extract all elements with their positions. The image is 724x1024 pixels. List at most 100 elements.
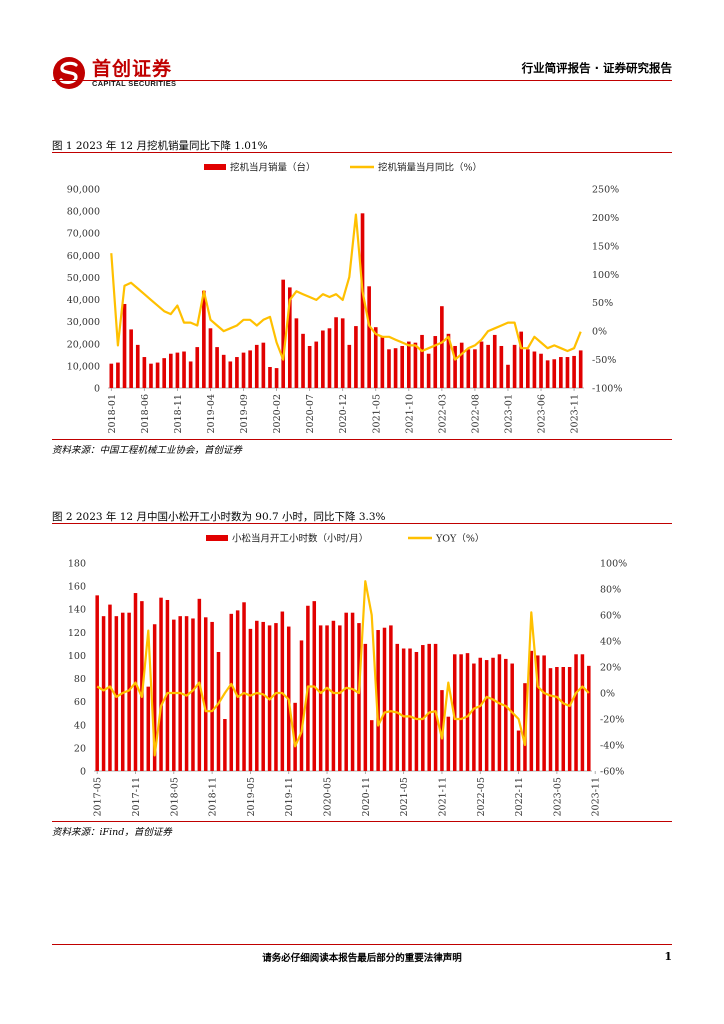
x-tick-label: 2018-11 [173, 394, 184, 433]
bar [408, 648, 412, 771]
figure1-bottom-rule [52, 439, 672, 440]
legend-bar-label: 小松当月开工小时数（小时/月） [232, 533, 368, 545]
x-tick-label: 2017-05 [93, 777, 104, 816]
y-left-tick-label: 0 [80, 767, 86, 778]
x-tick-label: 2020-02 [272, 394, 283, 433]
bar [376, 630, 380, 771]
x-tick-label: 2021-10 [404, 394, 415, 433]
y-left-tick-label: 40 [74, 720, 86, 731]
x-tick-label: 2019-11 [284, 777, 295, 816]
bar [519, 331, 524, 388]
y-right-tick-label: 60% [600, 611, 621, 622]
bar [146, 686, 151, 771]
bar [478, 657, 483, 771]
bar [287, 287, 292, 388]
bar [340, 318, 345, 388]
company-logo: 首创证券 CAPITAL SECURITIES [52, 56, 192, 92]
bar [122, 303, 127, 388]
chart-excavator-sales: 挖机当月销量（台） 挖机销量当月同比（%） 0 10,000 20,000 30,000 4… [67, 162, 623, 434]
x-tick-label: 2019-04 [206, 394, 217, 433]
x-tick-label: 2018-01 [107, 394, 118, 433]
y-right-tick-label: 80% [600, 585, 621, 596]
bar [142, 357, 147, 388]
bar [354, 326, 358, 388]
bar [215, 347, 219, 388]
bar [548, 668, 553, 771]
bar [135, 344, 140, 388]
bar [248, 628, 253, 771]
y-left-tick-label: 0 [94, 384, 100, 395]
bar [499, 345, 504, 388]
bar [168, 353, 173, 388]
legend-bar-swatch [206, 535, 228, 541]
figure1-caption: 图 1 2023 年 12 月挖机销量同比下降 1.01% [52, 140, 268, 152]
bar [363, 643, 368, 771]
bar [228, 361, 233, 388]
bar [172, 619, 176, 771]
bar [510, 663, 514, 771]
y-left-tick-label: 60,000 [67, 251, 100, 262]
bar [491, 657, 495, 771]
bar [293, 702, 297, 771]
y-left-tick-label: 160 [68, 582, 86, 593]
bar [274, 368, 279, 388]
x-tick-label: 2022-03 [437, 394, 448, 433]
bar [446, 333, 451, 388]
y-left-tick-label: 80 [74, 674, 86, 685]
bar [453, 345, 457, 388]
y-left-tick-label: 50,000 [67, 273, 100, 284]
x-tick-label: 2020-05 [323, 777, 334, 816]
chart-komatsu-hours: 小松当月开工小时数（小时/月） YOY（%） 0 20 40 60 80 100 120 140 1… [68, 533, 627, 817]
x-tick-label: 2018-05 [169, 777, 180, 816]
bar [387, 349, 391, 388]
y-right-tick-label: -50% [592, 355, 616, 366]
bar [274, 623, 278, 771]
y-left-tick-label: 120 [68, 628, 86, 639]
bar [162, 358, 167, 388]
x-tick-label: 2022-08 [470, 394, 481, 433]
bar [466, 349, 471, 388]
bar [318, 625, 323, 771]
x-tick-label: 2020-12 [338, 394, 349, 433]
y-right-tick-label: 250% [592, 185, 619, 196]
figure1-top-rule [52, 152, 672, 153]
bar [203, 617, 208, 771]
bar [504, 658, 508, 771]
bar [331, 620, 336, 771]
bar [369, 720, 374, 771]
bar [223, 719, 227, 771]
bar [152, 624, 157, 771]
bar [535, 655, 540, 771]
y-right-tick-label: -20% [600, 715, 624, 726]
bar [109, 363, 114, 388]
bar [401, 648, 406, 771]
bar [149, 363, 153, 388]
bar [241, 352, 246, 388]
bar [235, 610, 240, 771]
y-right-tick-label: 150% [592, 241, 619, 252]
bar [129, 329, 133, 388]
bar [539, 353, 543, 388]
x-tick-label: 2022-05 [476, 777, 487, 816]
bar [459, 654, 463, 771]
bar [165, 599, 170, 771]
bar [221, 354, 226, 388]
bar [327, 328, 332, 388]
x-tick-label: 2023-05 [552, 777, 563, 816]
footer-disclaimer: 请务必仔细阅读本报告最后部分的重要法律声明 [262, 953, 462, 964]
bar [452, 654, 457, 771]
figure1-source: 资料来源：中国工程机械工业协会，首创证券 [52, 445, 243, 456]
y-right-tick-label: 100% [600, 559, 627, 570]
bar [101, 616, 106, 771]
bar [578, 350, 583, 388]
bar [268, 366, 272, 388]
footer-rule [52, 944, 672, 945]
bar [360, 213, 365, 388]
x-tick-label: 2020-11 [361, 777, 372, 816]
x-tick-label: 2018-11 [208, 777, 219, 816]
bar [182, 351, 186, 388]
x-tick-label: 2018-06 [140, 394, 151, 433]
x-tick-label: 2023-01 [503, 394, 514, 433]
bar [486, 344, 490, 388]
x-tick-label: 2022-11 [514, 777, 525, 816]
